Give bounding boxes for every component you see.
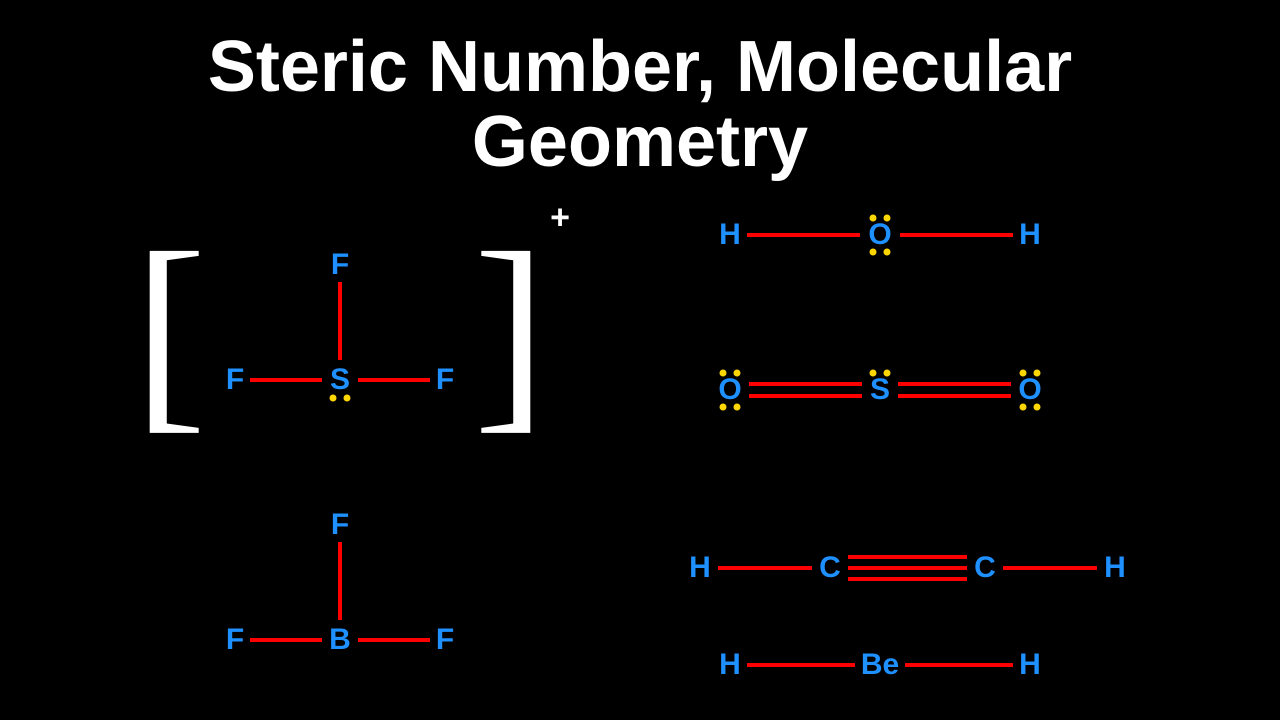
lone-pair-dot	[330, 395, 337, 402]
bond	[898, 382, 1011, 386]
bond	[338, 542, 342, 620]
atom-f: F	[331, 248, 349, 282]
lone-pair-dot	[884, 370, 891, 377]
lone-pair-dot	[1034, 404, 1041, 411]
atom-c: C	[974, 551, 996, 585]
atom-h: H	[719, 218, 741, 252]
bond	[749, 394, 862, 398]
bond	[749, 382, 862, 386]
bond	[900, 233, 1013, 237]
atom-o: O	[1018, 373, 1041, 407]
lone-pair-dot	[1020, 404, 1027, 411]
atom-o: O	[718, 373, 741, 407]
lone-pair-dot	[884, 249, 891, 256]
lone-pair-dot	[870, 215, 877, 222]
lone-pair-dot	[870, 249, 877, 256]
bond	[848, 555, 967, 559]
atom-f: F	[226, 623, 244, 657]
lone-pair-dot	[884, 215, 891, 222]
lone-pair-dot	[734, 370, 741, 377]
atom-f: F	[331, 508, 349, 542]
charge-superscript: +	[550, 199, 570, 238]
title-line-2: Geometry	[0, 105, 1280, 181]
lone-pair-dot	[344, 395, 351, 402]
bond	[905, 663, 1013, 667]
bond	[747, 233, 860, 237]
atom-h: H	[1019, 218, 1041, 252]
lone-pair-dot	[1034, 370, 1041, 377]
atom-be: Be	[861, 648, 899, 682]
lone-pair-dot	[734, 404, 741, 411]
lone-pair-dot	[720, 370, 727, 377]
bond	[338, 282, 342, 360]
atom-h: H	[1019, 648, 1041, 682]
atom-s: S	[870, 373, 890, 407]
atom-c: C	[819, 551, 841, 585]
lone-pair-dot	[870, 370, 877, 377]
atom-h: H	[689, 551, 711, 585]
atom-f: F	[436, 623, 454, 657]
bond	[718, 566, 812, 570]
lone-pair-dot	[1020, 370, 1027, 377]
title-line-1: Steric Number, Molecular	[0, 30, 1280, 106]
bond	[250, 638, 322, 642]
bond	[848, 566, 967, 570]
atom-b: B	[329, 623, 351, 657]
bracket: [	[133, 204, 206, 457]
bond	[358, 638, 430, 642]
bond	[1003, 566, 1097, 570]
bond	[250, 378, 322, 382]
atom-s: S	[330, 363, 350, 397]
lone-pair-dot	[720, 404, 727, 411]
bond	[898, 394, 1011, 398]
atom-o: O	[868, 218, 891, 252]
atom-f: F	[226, 363, 244, 397]
bracket: ]	[473, 204, 546, 457]
bond	[358, 378, 430, 382]
bond	[747, 663, 855, 667]
atom-f: F	[436, 363, 454, 397]
atom-h: H	[1104, 551, 1126, 585]
bond	[848, 577, 967, 581]
atom-h: H	[719, 648, 741, 682]
